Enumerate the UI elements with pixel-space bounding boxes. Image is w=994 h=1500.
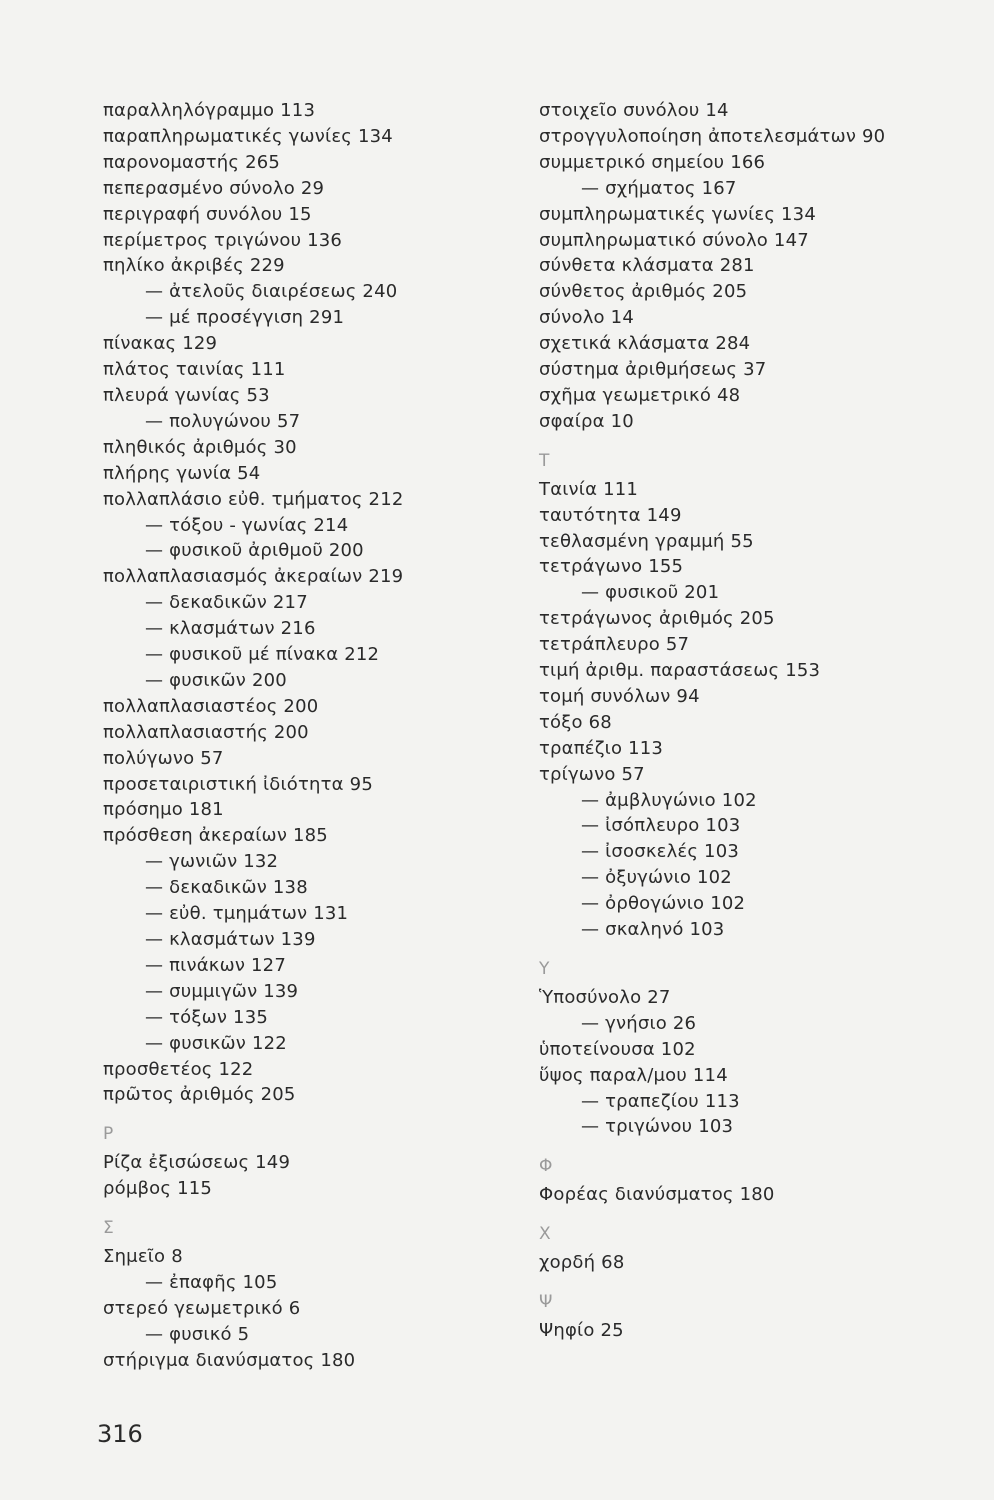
index-entry: στήριγμα διανύσματος 180 xyxy=(103,1349,356,1371)
section-letter: Τ xyxy=(539,450,550,471)
index-entry: χορδή 68 xyxy=(539,1252,625,1274)
index-subentry: — τριγώνου 103 xyxy=(581,1116,734,1138)
index-entry: πολλαπλασιαστής 200 xyxy=(103,721,309,743)
index-entry: πολλαπλασιασμός ἀκεραίων 219 xyxy=(103,566,404,588)
index-entry: ὕψος παραλ/μου 114 xyxy=(539,1064,728,1086)
index-subentry: — κλασμάτων 216 xyxy=(145,618,316,640)
index-entry: προσεταιριστική ἰδιότητα 95 xyxy=(103,773,373,795)
index-subentry: — κλασμάτων 139 xyxy=(145,929,316,950)
index-subentry: — φυσικῶν 200 xyxy=(145,669,287,691)
index-entry: συμπληρωματικές γωνίες 134 xyxy=(539,203,816,225)
index-entry: πρῶτος ἀριθμός 205 xyxy=(103,1084,296,1106)
index-entry: περιγραφή συνόλου 15 xyxy=(103,203,312,225)
index-entry: σύστημα ἀριθμήσεως 37 xyxy=(539,359,767,381)
index-entry: τετράγωνος ἀριθμός 205 xyxy=(539,608,775,630)
index-subentry: — φυσικοῦ μέ πίνακα 212 xyxy=(145,644,380,666)
index-entry: τετράγωνο 155 xyxy=(539,556,684,578)
index-entry: Ταινία 111 xyxy=(539,478,639,500)
page-number: 316 xyxy=(97,1420,143,1448)
index-entry: τρίγωνο 57 xyxy=(539,763,645,785)
index-subentry: — εὐθ. τμημάτων 131 xyxy=(145,903,349,925)
index-entry: συμπληρωματικό σύνολο 147 xyxy=(539,229,809,251)
index-entry: τόξο 68 xyxy=(539,711,612,733)
index-subentry: — πολυγώνου 57 xyxy=(145,410,301,432)
index-entry: περίμετρος τριγώνου 136 xyxy=(103,229,343,251)
index-entry: σχῆμα γεωμετρικό 48 xyxy=(539,384,741,406)
index-entry: τιμή ἀριθμ. παραστάσεως 153 xyxy=(539,660,821,682)
index-subentry: — τραπεζίου 113 xyxy=(581,1090,740,1112)
index-entry: σύνθετα κλάσματα 281 xyxy=(539,255,755,277)
index-entry: Φορέας διανύσματος 180 xyxy=(539,1184,775,1206)
index-subentry: — ὀξυγώνιο 102 xyxy=(581,867,732,889)
index-entry: παρονομαστής 265 xyxy=(103,151,281,173)
index-subentry: — τόξου - γωνίας 214 xyxy=(145,514,349,536)
index-entry: πολλαπλάσιο εὐθ. τμήματος 212 xyxy=(103,488,404,510)
section-letter: Υ xyxy=(539,959,550,979)
index-entry: πρόσημο 181 xyxy=(103,799,224,821)
index-subentry: — γωνιῶν 132 xyxy=(145,851,279,873)
index-subentry: — φυσικό 5 xyxy=(145,1323,250,1345)
index-subentry: — γνήσιο 26 xyxy=(581,1012,697,1034)
index-entry: πληθικός ἀριθμός 30 xyxy=(103,436,297,458)
index-entry: σφαίρα 10 xyxy=(539,410,634,432)
index-subentry: — μέ προσέγγιση 291 xyxy=(145,307,345,329)
index-entry: πρόσθεση ἀκεραίων 185 xyxy=(103,825,328,847)
index-subentry: — σχήματος 167 xyxy=(581,177,737,199)
index-entry: Ψηφίο 25 xyxy=(539,1319,624,1341)
index-subentry: — ἰσόπλευρο 103 xyxy=(581,815,741,837)
index-subentry: — ἀτελοῦς διαιρέσεως 240 xyxy=(145,281,398,303)
index-entry: στερεό γεωμετρικό 6 xyxy=(103,1297,301,1319)
index-subentry: — συμμιγῶν 139 xyxy=(145,980,299,1002)
index-column-left: παραλληλόγραμμο 113 παραπληρωματικές γωνί… xyxy=(103,98,523,1374)
index-subentry: — φυσικοῦ ἀριθμοῦ 200 xyxy=(145,540,364,562)
index-subentry: — τόξων 135 xyxy=(145,1006,269,1028)
index-entry: τραπέζιο 113 xyxy=(539,737,664,759)
index-subentry: — ὀρθογώνιο 102 xyxy=(581,893,746,915)
index-entry: σύνθετος ἀριθμός 205 xyxy=(539,281,748,303)
index-entry: σύνολο 14 xyxy=(539,307,634,329)
index-entry: παραλληλόγραμμο 113 xyxy=(103,100,316,121)
index-entry: πίνακας 129 xyxy=(103,333,218,355)
section-letter: Σ xyxy=(103,1218,114,1239)
index-entry: ὑποτείνουσα 102 xyxy=(539,1038,696,1060)
index-entry: στοιχεῖο συνόλου 14 xyxy=(539,100,729,121)
section-letter: Ψ xyxy=(539,1291,553,1312)
index-entry: προσθετέος 122 xyxy=(103,1058,254,1080)
index-entry: πηλίκο ἀκριβές 229 xyxy=(103,255,285,277)
index-entry: πεπερασμένο σύνολο 29 xyxy=(103,177,325,199)
index-entry: συμμετρικό σημείου 166 xyxy=(539,151,766,173)
index-entry: ρόμβος 115 xyxy=(103,1178,213,1200)
index-subentry: — ἐπαφῆς 105 xyxy=(145,1271,278,1293)
index-column-right: στοιχεῖο συνόλου 14 στρογγυλοποίηση ἀποτε… xyxy=(539,98,979,1344)
index-entry: τομή συνόλων 94 xyxy=(539,685,700,707)
index-subentry: — ἰσοσκελές 103 xyxy=(581,841,740,863)
section-letter: Φ xyxy=(539,1156,553,1177)
index-entry: Ὑποσύνολο 27 xyxy=(539,986,671,1008)
index-entry: πλευρά γωνίας 53 xyxy=(103,384,270,406)
index-subentry: — ἀμβλυγώνιο 102 xyxy=(581,789,757,811)
section-letter: Χ xyxy=(539,1224,551,1245)
index-entry: Σημεῖο 8 xyxy=(103,1245,183,1267)
index-entry: Ρίζα ἐξισώσεως 149 xyxy=(103,1152,291,1174)
section-letter: Ρ xyxy=(103,1124,114,1145)
index-entry: πολύγωνο 57 xyxy=(103,747,224,769)
index-entry: πολλαπλασιαστέος 200 xyxy=(103,695,319,717)
index-subentry: — δεκαδικῶν 138 xyxy=(145,877,308,899)
index-subentry: — φυσικῶν 122 xyxy=(145,1032,287,1054)
index-subentry: — σκαληνό 103 xyxy=(581,919,725,941)
index-entry: παραπληρωματικές γωνίες 134 xyxy=(103,125,393,147)
index-entry: πλήρης γωνία 54 xyxy=(103,462,261,484)
index-entry: τεθλασμένη γραμμή 55 xyxy=(539,530,754,552)
index-subentry: — φυσικοῦ 201 xyxy=(581,582,720,604)
index-subentry: — δεκαδικῶν 217 xyxy=(145,592,308,614)
index-entry: σχετικά κλάσματα 284 xyxy=(539,333,751,355)
index-entry: στρογγυλοποίηση ἀποτελεσμάτων 90 xyxy=(539,125,886,147)
index-subentry: — πινάκων 127 xyxy=(145,954,286,976)
index-entry: τετράπλευρο 57 xyxy=(539,634,690,656)
index-entry: πλάτος ταινίας 111 xyxy=(103,359,286,381)
index-entry: ταυτότητα 149 xyxy=(539,504,682,526)
